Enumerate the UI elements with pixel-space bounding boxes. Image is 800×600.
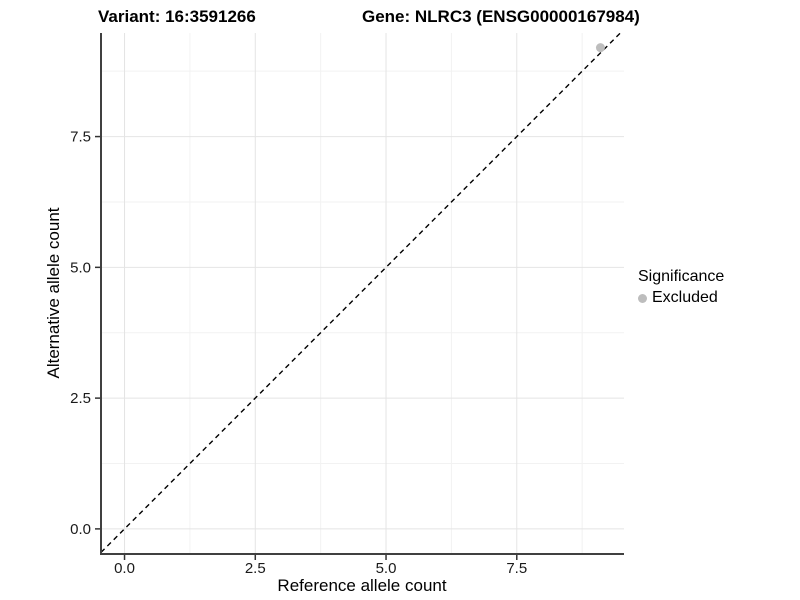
x-tick-label: 5.0 [376,560,397,577]
variant-title: Variant: 16:3591266 [98,7,256,26]
legend-entry-label: Excluded [652,289,718,306]
y-axis-title: Alternative allele count [44,207,63,379]
legend: Significance Excluded [638,268,724,307]
x-tick-label: 2.5 [245,560,266,577]
data-point [595,43,605,53]
legend-title: Significance [638,268,725,285]
x-axis-title: Reference allele count [277,576,447,595]
x-tick-label: 0.0 [114,560,135,577]
x-tick-label: 7.5 [506,560,527,577]
y-tick-label: 0.0 [70,521,91,538]
y-tick-label: 7.5 [70,129,91,146]
y-tick-label: 2.5 [70,390,91,407]
y-tick-label: 5.0 [70,259,91,276]
identity-dashed-line [100,32,621,553]
excluded-point-icon [638,293,647,303]
gene-title: Gene: NLRC3 (ENSG00000167984) [362,7,640,26]
legend-entry-excluded: Excluded [638,289,724,307]
